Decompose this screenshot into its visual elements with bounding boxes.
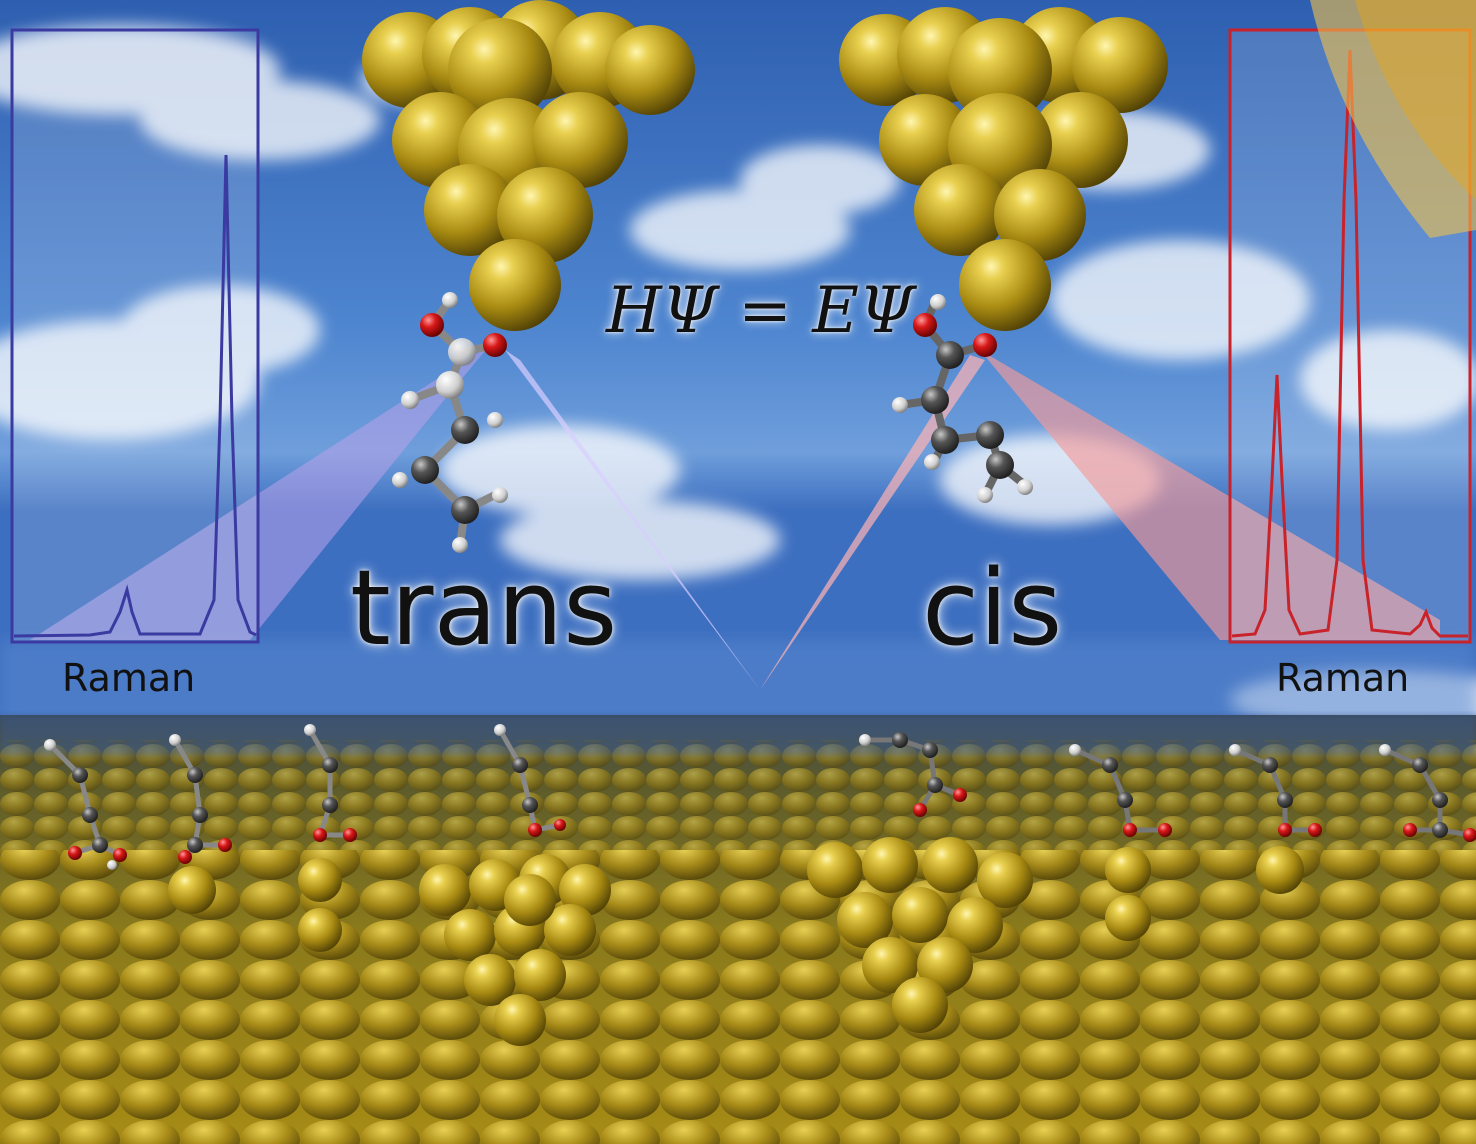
beams [30,345,1440,690]
gold-surface [0,715,1476,1144]
adatom [1105,895,1151,941]
trans-label: trans [350,547,618,669]
raman-label-left: Raman [62,656,196,700]
surface-molecule [44,739,127,870]
gold-pyramid-left [419,854,611,1046]
cis-label: cis [922,547,1063,669]
cis-molecule [892,294,1033,503]
adatom [298,908,342,952]
surface-molecules [44,724,1476,1046]
adatom [298,858,342,902]
sun-glare [1310,0,1476,238]
raman-label-right: Raman [1276,656,1410,700]
gold-tip-right [839,7,1168,331]
spectrum-left [10,28,260,644]
schrodinger-equation: HΨ = EΨ [606,274,916,348]
gold-pyramid-right [807,837,1033,1033]
surface-molecule [494,724,566,837]
trans-molecule [392,292,508,553]
surface-molecule [859,732,967,817]
surface-molecule [304,724,357,842]
adatom [1256,846,1304,894]
adatom [1105,847,1151,893]
surface-molecule [1379,744,1476,842]
surface-molecule [1069,744,1172,837]
gold-tip-left [362,0,695,331]
surface-molecule [1229,744,1322,837]
surface-molecule [169,734,232,864]
adatom [168,866,216,914]
